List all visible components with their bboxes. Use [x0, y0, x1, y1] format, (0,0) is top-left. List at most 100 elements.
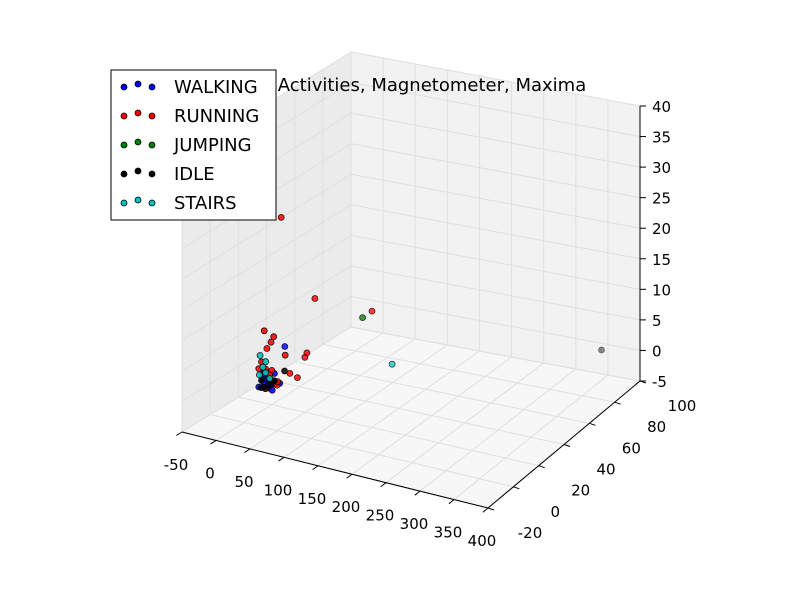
legend-label-idle: IDLE	[174, 164, 215, 185]
legend-marker-jumping	[134, 138, 142, 146]
grid-line-z	[350, 295, 641, 351]
x-tick-mark	[448, 499, 455, 505]
x-axis-line	[181, 431, 489, 509]
legend-marker-jumping	[148, 141, 156, 149]
data-point-running	[303, 349, 311, 357]
legend-marker-walking	[120, 83, 128, 91]
grid-line-z	[350, 173, 641, 229]
data-point-walking	[281, 343, 289, 350]
grid-line-z	[350, 112, 641, 168]
z-tick-label: 10	[652, 281, 671, 299]
grid-line-z	[181, 234, 352, 341]
data-point-idle	[267, 381, 275, 389]
axis-lines	[176, 105, 647, 513]
data-point-running	[368, 307, 376, 315]
y-tick-label: 60	[622, 439, 641, 457]
legend-label-stairs: STAIRS	[174, 193, 237, 214]
legend-marker-jumping	[120, 141, 128, 149]
grid-line-y	[322, 344, 615, 403]
data-point-running	[270, 333, 278, 341]
y-tick-label: 0	[551, 503, 561, 521]
z-tick-label: 0	[652, 342, 662, 360]
x-tick-mark	[244, 448, 251, 453]
z-tick-label: 35	[652, 129, 671, 147]
z-tick-label: 40	[652, 98, 671, 116]
legend-marker-idle	[134, 167, 142, 175]
grid-line-z	[181, 204, 352, 311]
chart-title: Activities, Magnetometer, Maxima	[278, 75, 586, 96]
x-tick-mark	[380, 482, 387, 488]
x-tick-label: 350	[434, 524, 463, 542]
grid-line-z	[181, 173, 352, 280]
tick-labels: -50 0 50 100 150 200 250 300 350 400 -200204060801…	[164, 98, 697, 550]
grid-line-z	[181, 265, 352, 372]
legend-marker-idle	[120, 170, 128, 178]
data-point-stairs	[388, 360, 396, 368]
legend-marker-running	[120, 112, 128, 120]
grid-line-y	[294, 361, 590, 424]
legend: WALKING RUNNING JUMPING IDLE STAIRS	[110, 69, 277, 221]
y-tick-mark	[513, 486, 520, 490]
z-tick-label: 30	[652, 159, 671, 177]
data-point-running	[311, 295, 319, 302]
x-tick-mark	[312, 465, 319, 471]
x-tick-mark	[482, 507, 489, 513]
x-tick-label: 50	[234, 473, 253, 491]
y-tick-mark	[589, 422, 596, 426]
x-tick-mark	[176, 431, 183, 436]
x-tick-label: 250	[366, 507, 395, 525]
grid-line-z	[350, 234, 641, 290]
data-point-stairs	[266, 375, 274, 382]
grid-line-z	[350, 51, 641, 107]
grid-line-y	[210, 414, 514, 488]
legend-marker-walking	[148, 83, 156, 91]
legend-label-jumping: JUMPING	[173, 135, 252, 156]
data-point-stairs	[262, 358, 270, 366]
data-point-running	[263, 345, 271, 352]
grid-line-z	[350, 143, 641, 199]
x-tick-mark	[278, 456, 285, 462]
y-tick-mark	[563, 444, 571, 447]
y-tick-mark	[614, 401, 621, 405]
grid-line-z	[350, 265, 641, 321]
x-tick-label: 100	[264, 481, 293, 499]
z-tick-label: 5	[652, 312, 662, 330]
x-tick-mark	[414, 490, 421, 496]
y-tick-label: 20	[571, 482, 590, 500]
legend-marker-stairs	[120, 199, 128, 207]
legend-marker-stairs	[134, 196, 142, 204]
x-tick-label: -50	[164, 456, 189, 474]
grid-line-z	[350, 82, 641, 138]
legend-marker-walking	[134, 80, 142, 88]
grid-line-y	[266, 379, 565, 445]
legend-marker-running	[148, 112, 156, 120]
z-tick-label: 15	[652, 251, 671, 269]
data-point-running	[260, 327, 268, 335]
data-point-running	[267, 338, 275, 346]
data-points	[255, 213, 605, 394]
data-point-stairs	[256, 352, 264, 359]
back-pane	[350, 51, 641, 382]
grid-line-z	[350, 326, 641, 382]
x-tick-label: 200	[332, 498, 361, 516]
z-tick-label: -5	[652, 373, 667, 391]
data-point-stairs	[262, 369, 270, 377]
data-point-running	[293, 374, 301, 382]
grid-line-z	[350, 204, 641, 260]
x-tick-label: 400	[468, 532, 497, 550]
y-tick-mark	[487, 507, 495, 511]
z-tick-label: 25	[652, 190, 671, 208]
data-point-stairs	[259, 363, 267, 371]
data-point-stairs	[255, 371, 263, 379]
y-tick-label: 40	[596, 461, 615, 479]
data-point-running	[281, 351, 289, 359]
grid-line-y	[238, 396, 539, 467]
legend-label-walking: WALKING	[174, 77, 258, 98]
legend-label-running: RUNNING	[174, 106, 259, 127]
x-tick-mark	[210, 440, 217, 445]
legend-marker-idle	[148, 170, 156, 178]
x-tick-label: 0	[205, 464, 215, 482]
y-tick-label: 100	[668, 397, 697, 415]
data-point-idle	[598, 346, 605, 354]
